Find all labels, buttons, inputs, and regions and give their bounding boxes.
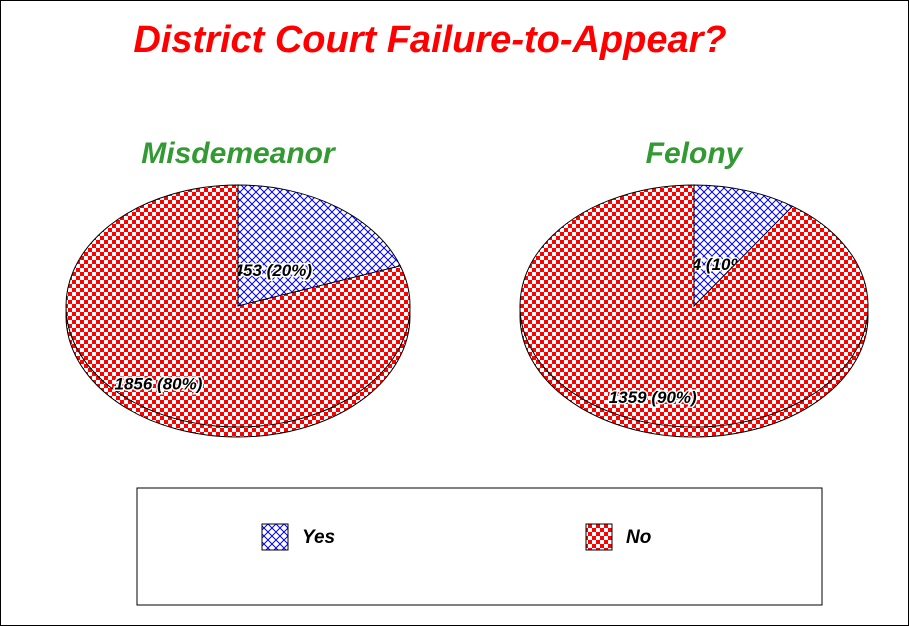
data-label: 1856 (80%) <box>115 374 203 393</box>
legend-swatch <box>585 523 613 551</box>
data-label: 453 (20%) <box>233 261 313 280</box>
pie-title: Misdemeanor <box>141 137 337 170</box>
legend-swatch <box>261 523 289 551</box>
pie-slice <box>519 184 869 428</box>
pie-slice <box>693 184 794 308</box>
legend-label: No <box>626 527 651 548</box>
chart-title: District Court Failure-to-Appear? <box>133 19 727 61</box>
legend-box <box>136 487 823 606</box>
data-label: 1359 (90%) <box>609 388 697 407</box>
pie-slice <box>65 184 411 428</box>
pie-title: Felony <box>646 137 744 170</box>
legend-label: Yes <box>302 527 335 548</box>
